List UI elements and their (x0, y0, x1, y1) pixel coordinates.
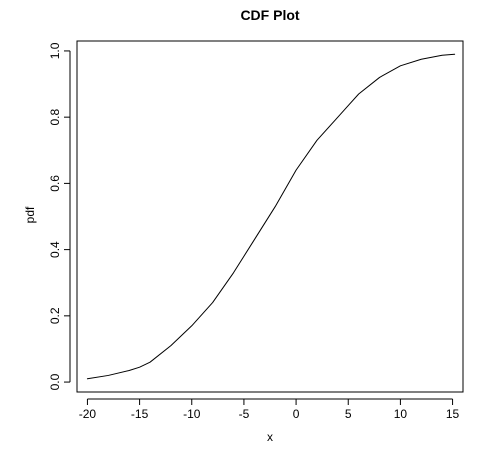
y-axis: 0.0 0.2 0.4 0.6 0.8 1.0 (48, 42, 71, 390)
series-layer (86, 53, 456, 380)
x-axis-label: x (267, 430, 273, 444)
y-axis-label: pdf (23, 206, 37, 223)
y-tick-label: 0.6 (48, 175, 62, 192)
x-tick-label: -10 (183, 407, 201, 421)
x-tick-label: -5 (239, 407, 250, 421)
x-tick-label: 0 (293, 407, 300, 421)
y-tick-label: 0.0 (48, 373, 62, 390)
y-tick-label: 0.2 (48, 307, 62, 324)
y-tick-label: 0.4 (48, 241, 62, 258)
x-axis: -20 -15 -10 -5 0 5 10 15 (79, 398, 460, 421)
x-tick-label: 5 (345, 407, 352, 421)
cdf-series-line (86, 53, 456, 380)
y-tick-label: 0.8 (48, 108, 62, 125)
plot-frame (76, 40, 464, 393)
x-tick-label: -20 (79, 407, 97, 421)
x-tick-label: 15 (446, 407, 460, 421)
x-tick-label: -15 (131, 407, 149, 421)
y-tick-label: 1.0 (48, 42, 62, 59)
x-tick-label: 10 (394, 407, 408, 421)
chart-title: CDF Plot (240, 7, 299, 23)
